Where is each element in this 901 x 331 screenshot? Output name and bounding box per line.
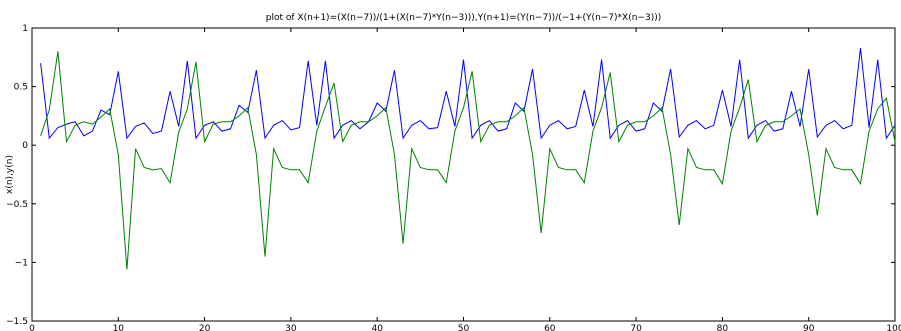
series-lines <box>40 47 896 270</box>
y-tick-label: −1.5 <box>6 317 28 327</box>
x-tick-label: 100 <box>886 324 901 331</box>
y-tick-label: −0.5 <box>6 200 28 210</box>
plot-area-frame <box>31 27 896 322</box>
x-tick-label: 90 <box>803 324 815 331</box>
series-2-line <box>40 51 896 270</box>
x-tick-label: 80 <box>717 324 729 331</box>
y-tick-label: 1 <box>22 24 28 34</box>
x-tick-label: 10 <box>113 324 125 331</box>
x-tick-label: 20 <box>199 324 211 331</box>
y-tick-label: 0 <box>22 141 28 151</box>
axis-ticks: 0 10 20 30 40 50 60 70 80 90 100 1 0.5 0 −0.5 −1 −1.5 <box>6 24 901 331</box>
y-tick-label: 0.5 <box>14 83 28 93</box>
x-tick-label: 70 <box>630 324 642 331</box>
x-tick-label: 0 <box>29 324 35 331</box>
x-tick-label: 30 <box>285 324 297 331</box>
x-tick-label: 50 <box>458 324 470 331</box>
series-1-line <box>40 47 896 140</box>
x-tick-label: 40 <box>371 324 383 331</box>
x-tick-label: 60 <box>544 324 556 331</box>
y-tick-label: −1 <box>15 258 28 268</box>
y-axis-label: x(n),y(n) <box>5 155 15 194</box>
chart-title: plot of X(n+1)=(X(n−7))/(1+(X(n−7)*Y(n−3… <box>266 13 661 23</box>
